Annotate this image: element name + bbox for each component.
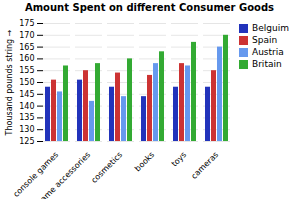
svg-text:game accessories: game accessories bbox=[35, 150, 92, 199]
svg-text:130: 130 bbox=[19, 125, 34, 134]
svg-text:145: 145 bbox=[19, 90, 34, 99]
svg-text:135: 135 bbox=[19, 113, 34, 122]
svg-text:175: 175 bbox=[19, 19, 34, 28]
html-text:Amount Spent on different Cons: Amount Spent on different Consumer Goods bbox=[24, 2, 275, 13]
svg-text:cosmetics: cosmetics bbox=[89, 150, 124, 185]
svg-text:books: books bbox=[133, 150, 156, 173]
html-text:Austria: Austria bbox=[252, 47, 284, 57]
svg-text:toys: toys bbox=[170, 150, 188, 168]
svg-text:cameras: cameras bbox=[190, 150, 221, 181]
svg-text:160: 160 bbox=[19, 54, 34, 63]
html-text:Belguim: Belguim bbox=[252, 23, 289, 33]
svg-text:Thousand pounds string →: Thousand pounds string → bbox=[5, 29, 14, 136]
svg-text:console games: console games bbox=[11, 150, 61, 199]
svg-text:165: 165 bbox=[19, 43, 34, 52]
svg-text:140: 140 bbox=[19, 102, 34, 111]
html-text:Spain: Spain bbox=[252, 35, 278, 45]
svg-text:125: 125 bbox=[19, 137, 34, 146]
svg-text:150: 150 bbox=[19, 78, 34, 87]
html-text:Britain: Britain bbox=[252, 59, 282, 69]
svg-text:170: 170 bbox=[19, 31, 34, 40]
svg-text:155: 155 bbox=[19, 66, 34, 75]
